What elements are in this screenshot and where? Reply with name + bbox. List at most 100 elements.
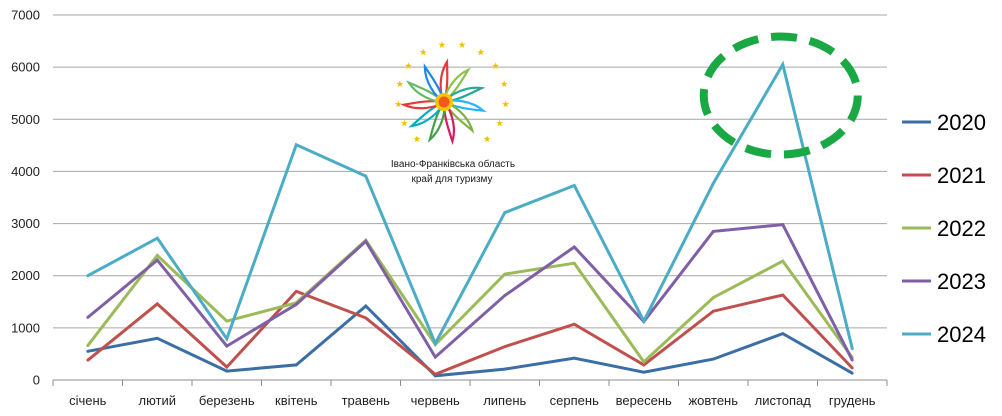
data-point-2021-травень [364,316,368,320]
y-tick-label-0: 0 [33,373,40,388]
data-point-2022-серпень [572,261,576,265]
logo-flower-icon [400,58,487,146]
data-point-2024-січень [86,274,90,278]
data-point-2023-червень [433,355,437,359]
logo-star-icon [502,100,510,108]
logo-petal-stroke [427,99,446,143]
y-tick-label-6000: 6000 [11,60,40,75]
x-tick-label-вересень: вересень [616,393,672,408]
y-tick-label-7000: 7000 [11,8,40,23]
data-point-2023-жовтень [711,229,715,233]
logo-petal [405,80,447,104]
logo-star-icon [492,62,499,69]
x-tick-label-квітень: квітень [275,393,318,408]
logo-star-icon [500,80,508,87]
data-point-2024-липень [503,211,507,215]
series-line-2024 [87,60,854,350]
data-point-2022-листопад [781,259,785,263]
logo-petal [441,99,487,113]
data-point-2024-лютий [155,236,159,240]
data-point-2022-січень [86,344,90,347]
highlight-annotation [699,32,862,159]
x-tick-label-червень: червень [411,393,460,408]
logo-star-icon [438,41,446,48]
data-point-2021-серпень [572,322,576,326]
legend-label-2023: 2023 [937,269,986,294]
data-point-2020-листопад [781,332,785,335]
data-point-2020-серпень [572,356,576,360]
logo-star-icon [496,119,504,127]
data-point-2023-листопад [781,223,785,227]
logo-petal [400,100,447,110]
logo-petal-stroke [405,80,447,104]
y-tick-label-3000: 3000 [11,216,40,231]
legend-label-2021: 2021 [937,163,986,188]
tourism-logo: Івано-Франківська область край для туриз… [391,41,515,185]
x-tick-label-липень: липень [483,393,526,408]
logo-star-icon [458,41,466,48]
data-point-2023-лютий [155,258,159,262]
logo-star-icon [394,100,402,108]
logo-petal [441,86,486,104]
series-lines [86,60,854,378]
logo-petal [423,63,446,105]
data-point-2024-травень [364,174,368,178]
data-point-2020-січень [86,349,90,353]
data-point-2024-вересень [642,319,646,323]
series-line-2023 [86,223,854,361]
logo-petal-stroke [441,99,487,113]
series-line-2021 [86,289,854,377]
data-point-2023-серпень [572,245,576,249]
logo-flower-center [438,96,450,108]
data-point-2022-жовтень [711,296,715,300]
logo-star-icon [413,135,421,142]
data-point-2021-квітень [294,289,298,293]
data-point-2022-липень [503,272,507,276]
logo-star-icon [400,119,408,127]
data-point-2024-грудень [850,347,854,351]
data-point-2021-лютий [155,302,159,306]
logo-petal [427,99,446,143]
y-tick-label-2000: 2000 [11,268,40,283]
x-tick-label-грудень: грудень [829,393,876,408]
data-point-2023-травень [364,239,368,243]
x-tick-label-лютий: лютий [138,393,176,408]
logo-star-icon [405,62,412,69]
data-point-2023-грудень [850,358,854,362]
data-point-2020-березень [225,369,229,373]
logo-petal-stroke [441,100,475,134]
logo-star-icon [396,80,404,87]
legend-label-2020: 2020 [937,110,986,135]
logo-star-icon [419,48,427,56]
data-point-2020-лютий [155,336,159,340]
data-point-2024-березень [225,337,229,341]
x-tick-label-жовтень: жовтень [688,393,738,408]
x-tick-label-січень: січень [69,393,107,408]
logo-petal [442,67,471,105]
data-point-2020-квітень [294,363,298,367]
data-point-2023-липень [503,294,507,297]
data-point-2024-серпень [572,184,576,187]
logo-petal-stroke [441,86,486,104]
legend-label-2022: 2022 [937,216,986,241]
y-tick-label-1000: 1000 [11,320,40,335]
data-point-2023-січень [86,316,90,319]
series-line-2022 [86,238,854,365]
logo-star-ring [394,41,510,142]
logo-petal [442,99,456,146]
data-point-2023-березень [225,344,229,348]
legend: 2020 2021 2022 2023 2024 [902,110,986,347]
y-tick-label-4000: 4000 [11,164,40,179]
data-point-2021-вересень [642,363,646,367]
data-point-2022-вересень [642,360,646,364]
data-point-2021-червень [433,372,437,376]
logo-petal-stroke [442,67,471,105]
y-tick-label-5000: 5000 [11,112,40,127]
data-point-2022-березень [225,319,229,323]
x-tick-label-травень: травень [342,393,391,408]
logo-caption-line1: Івано-Франківська область [391,158,515,170]
data-point-2023-квітень [294,302,298,306]
data-point-2020-вересень [642,370,646,374]
